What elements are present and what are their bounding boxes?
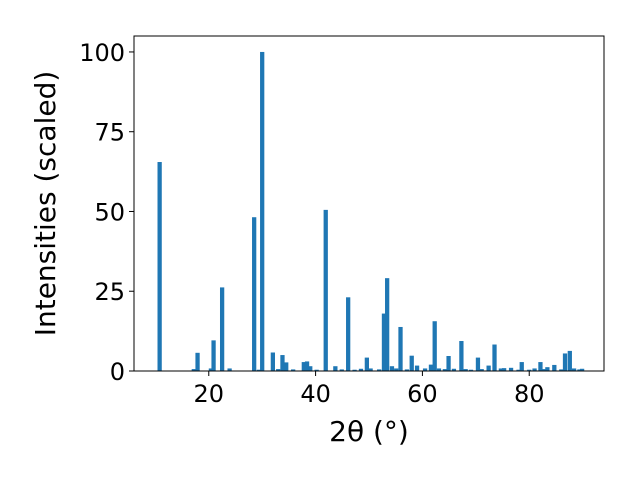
bar [486, 365, 491, 371]
y-tick-label: 25 [94, 278, 125, 306]
bar [339, 369, 344, 371]
bar [368, 368, 373, 371]
bar [446, 356, 451, 371]
x-tick-label: 20 [193, 380, 224, 408]
bar [432, 321, 437, 371]
bar [428, 364, 434, 371]
y-tick-label: 75 [94, 119, 125, 147]
bar [398, 326, 403, 371]
bar [260, 51, 265, 371]
bar [498, 368, 504, 371]
bar [304, 361, 310, 371]
bar [501, 368, 507, 371]
bar [381, 313, 387, 371]
bar [475, 357, 481, 371]
bar [219, 287, 225, 371]
bar [308, 366, 313, 371]
bar [284, 362, 289, 371]
x-axis-label: 2θ (°) [329, 415, 409, 448]
x-tick-label: 60 [407, 380, 438, 408]
bar [567, 350, 572, 371]
bar [227, 368, 232, 371]
bar [571, 368, 577, 371]
bar [276, 369, 281, 371]
bar [508, 367, 514, 371]
bar [323, 209, 328, 371]
bar [519, 362, 524, 371]
bar [157, 162, 162, 371]
bar [577, 369, 582, 371]
bar [377, 369, 382, 371]
bar [468, 369, 474, 371]
bar [414, 365, 420, 371]
bar [422, 368, 428, 371]
x-tick-label: 40 [300, 380, 331, 408]
bar [479, 369, 484, 371]
bar [191, 369, 196, 371]
bar [352, 369, 357, 371]
bar [451, 368, 457, 371]
bar [542, 369, 547, 371]
bar [409, 355, 414, 371]
y-axis-ticks: 0 25 50 75 100 [79, 39, 134, 386]
bar [364, 357, 369, 371]
bar [404, 369, 410, 371]
bars-layer [157, 51, 585, 371]
y-tick-label: 50 [94, 198, 125, 226]
bar [559, 369, 564, 371]
y-tick-label: 100 [79, 39, 125, 67]
bar [301, 362, 306, 371]
bar [516, 369, 521, 371]
bar [527, 369, 532, 371]
bar [545, 367, 550, 371]
y-tick-label: 0 [110, 358, 125, 386]
bar [579, 368, 585, 371]
bar [532, 368, 537, 371]
bar [208, 368, 214, 371]
bar [492, 344, 497, 371]
bar [211, 340, 216, 371]
bar [270, 352, 275, 371]
bar [346, 297, 351, 371]
bar [256, 369, 262, 371]
bar [389, 366, 395, 371]
bar [538, 362, 543, 371]
bar [394, 368, 399, 371]
x-tick-label: 80 [514, 380, 545, 408]
bar [280, 355, 285, 371]
y-axis-label: Intensities (scaled) [29, 71, 62, 337]
bar [385, 278, 390, 371]
bar [252, 217, 257, 371]
bar [552, 364, 557, 371]
bar [442, 369, 447, 371]
bar [291, 369, 296, 371]
bar [459, 341, 464, 371]
bar [195, 352, 200, 371]
bar [463, 369, 468, 371]
bar [314, 369, 319, 371]
bar [562, 353, 568, 371]
bar [333, 366, 338, 371]
bar [436, 368, 442, 371]
x-axis-ticks: 20 40 60 80 [193, 371, 545, 408]
bar [358, 368, 364, 371]
plot-frame [133, 35, 605, 372]
